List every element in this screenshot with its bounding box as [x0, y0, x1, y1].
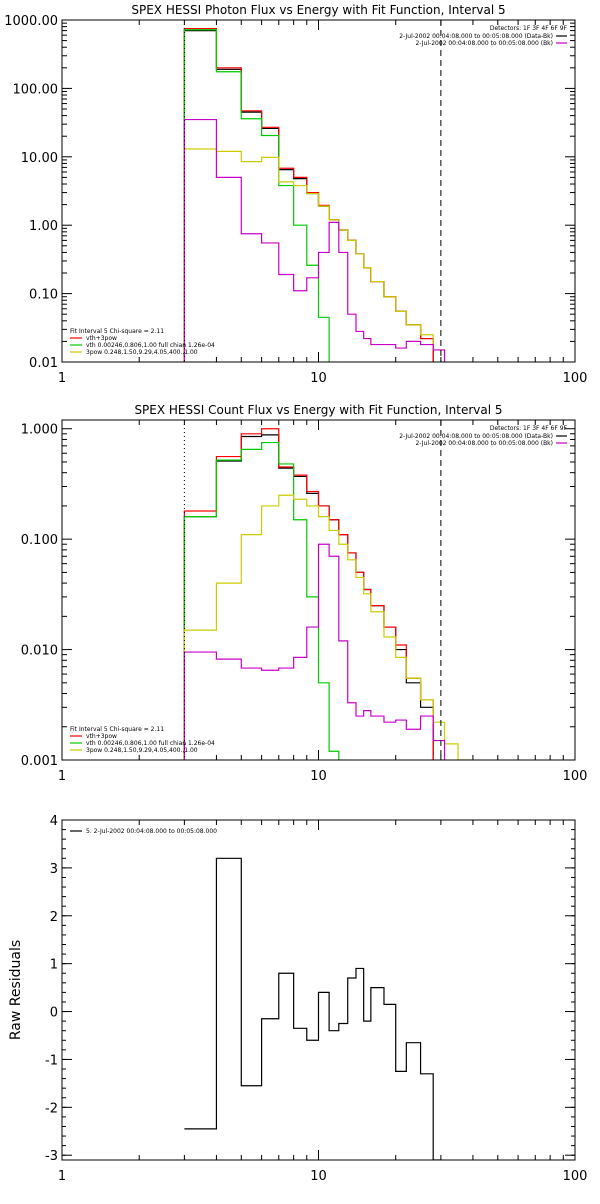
y-tick-label: 2 [50, 910, 58, 925]
plot-frame [61, 819, 576, 1161]
plot-area [183, 420, 473, 760]
legend-top: Detectors: 1F 3F 4F 6F 9F2-Jul-2002 00:0… [399, 25, 567, 47]
x-tick-label: 100 [563, 371, 588, 386]
y-axis-label: Raw Residuals [8, 940, 24, 1040]
y-tick-label: 1.000 [21, 423, 58, 438]
y-tick-label: -3 [45, 1149, 58, 1164]
series-line-vth [183, 29, 340, 362]
series-line-vth-3pow [183, 428, 434, 760]
legend-bottom: Fit Interval 5 Chi-square = 2.11vth+3pow… [70, 328, 215, 356]
chart-title-2: SPEX HESSI Count Flux vs Energy with Fit… [134, 403, 502, 417]
y-tick-label: 0.001 [21, 754, 58, 769]
legend-top: 5. 2-Jul-2002 00:04:08.000 to 00:05:08.0… [70, 828, 217, 835]
plot-frame [61, 419, 576, 761]
y-tick-label: 3 [50, 862, 58, 877]
legend-entry-label: 2-Jul-2002 00:04:08.000 to 00:05:08.000 … [415, 40, 553, 47]
x-tick-label: 1 [58, 371, 66, 386]
y-tick-label: -2 [45, 1101, 58, 1116]
series-line-vth-3pow [183, 27, 434, 362]
legend-entry-label: 2-Jul-2002 00:04:08.000 to 00:05:08.000 … [415, 440, 553, 447]
x-tick-label: 1 [58, 1169, 66, 1184]
x-tick-label: 1 [58, 769, 66, 784]
series-line-3pow [183, 148, 474, 362]
plot-area [183, 20, 474, 362]
series-line-data-bk [183, 29, 434, 362]
x-tick-label: 10 [310, 769, 327, 784]
y-tick-label: 1 [50, 958, 58, 973]
y-tick-label: -1 [45, 1053, 58, 1068]
legend-entry-label: vth 0.00246,0.806,1.00 full chian 1.26e-… [86, 740, 215, 747]
x-tick-label: 10 [310, 1169, 327, 1184]
chart-panel-1: SPEX HESSI Photon Flux vs Energy with Fi… [4, 3, 587, 386]
legend-top: Detectors: 1F 3F 4F 6F 9F2-Jul-2002 00:0… [399, 425, 567, 447]
y-tick-label: 0.01 [29, 356, 58, 371]
plot-frame [61, 19, 576, 363]
series-line-bk [183, 543, 446, 760]
x-tick-label: 10 [310, 371, 327, 386]
legend-entry-label: 5. 2-Jul-2002 00:04:08.000 to 00:05:08.0… [86, 828, 217, 835]
y-tick-label: 0.10 [29, 288, 58, 303]
legend-header: Fit Interval 5 Chi-square = 2.11 [70, 328, 164, 335]
legend-header: Detectors: 1F 3F 4F 6F 9F [490, 425, 568, 432]
legend-header: Detectors: 1F 3F 4F 6F 9F [490, 25, 568, 32]
series-line-5-2-jul-2002-00-04-08-00 [184, 857, 441, 1160]
legend-entry-label: 3pow 0.248,1.50,9.29,4.05,400.,1.00 [86, 349, 198, 356]
series-line-3pow [183, 494, 473, 760]
legend-entry-label: vth+3pow [86, 733, 117, 740]
legend-bottom: Fit Interval 5 Chi-square = 2.11vth+3pow… [70, 726, 215, 754]
legend-header: Fit Interval 5 Chi-square = 2.11 [70, 726, 164, 733]
legend-entry-label: 2-Jul-2002 00:04:08.000 to 00:05:08.000 … [399, 433, 553, 440]
plot-area [184, 857, 441, 1160]
legend-entry-label: 2-Jul-2002 00:04:08.000 to 00:05:08.000 … [399, 33, 553, 40]
y-tick-label: 10.00 [21, 151, 58, 166]
y-tick-label: 1000.00 [4, 14, 58, 29]
y-tick-label: 0.100 [21, 533, 58, 548]
y-tick-label: 1.00 [29, 219, 58, 234]
y-tick-label: 0 [50, 1006, 58, 1021]
series-line-bk [183, 118, 446, 362]
x-tick-label: 100 [563, 769, 588, 784]
chart-panel-3: Raw Residuals 1 10 100 -3 -2 -1 0 1 2 3 4 5. 2-Jul-2… [8, 814, 587, 1184]
y-tick-label: 100.00 [13, 82, 59, 97]
legend-entry-label: 3pow 0.248,1.50,9.29,4.05,400.,1.00 [86, 747, 198, 754]
y-tick-label: 0.010 [21, 644, 58, 659]
x-tick-label: 100 [563, 1169, 588, 1184]
series-line-vth [183, 441, 340, 760]
y-tick-label: 4 [50, 814, 58, 829]
chart-title-1: SPEX HESSI Photon Flux vs Energy with Fi… [131, 3, 505, 17]
legend-entry-label: vth 0.00246,0.806,1.00 full chian 1.26e-… [86, 342, 215, 349]
chart-panel-2: SPEX HESSI Count Flux vs Energy with Fit… [21, 403, 588, 784]
legend-entry-label: vth+3pow [86, 335, 117, 342]
